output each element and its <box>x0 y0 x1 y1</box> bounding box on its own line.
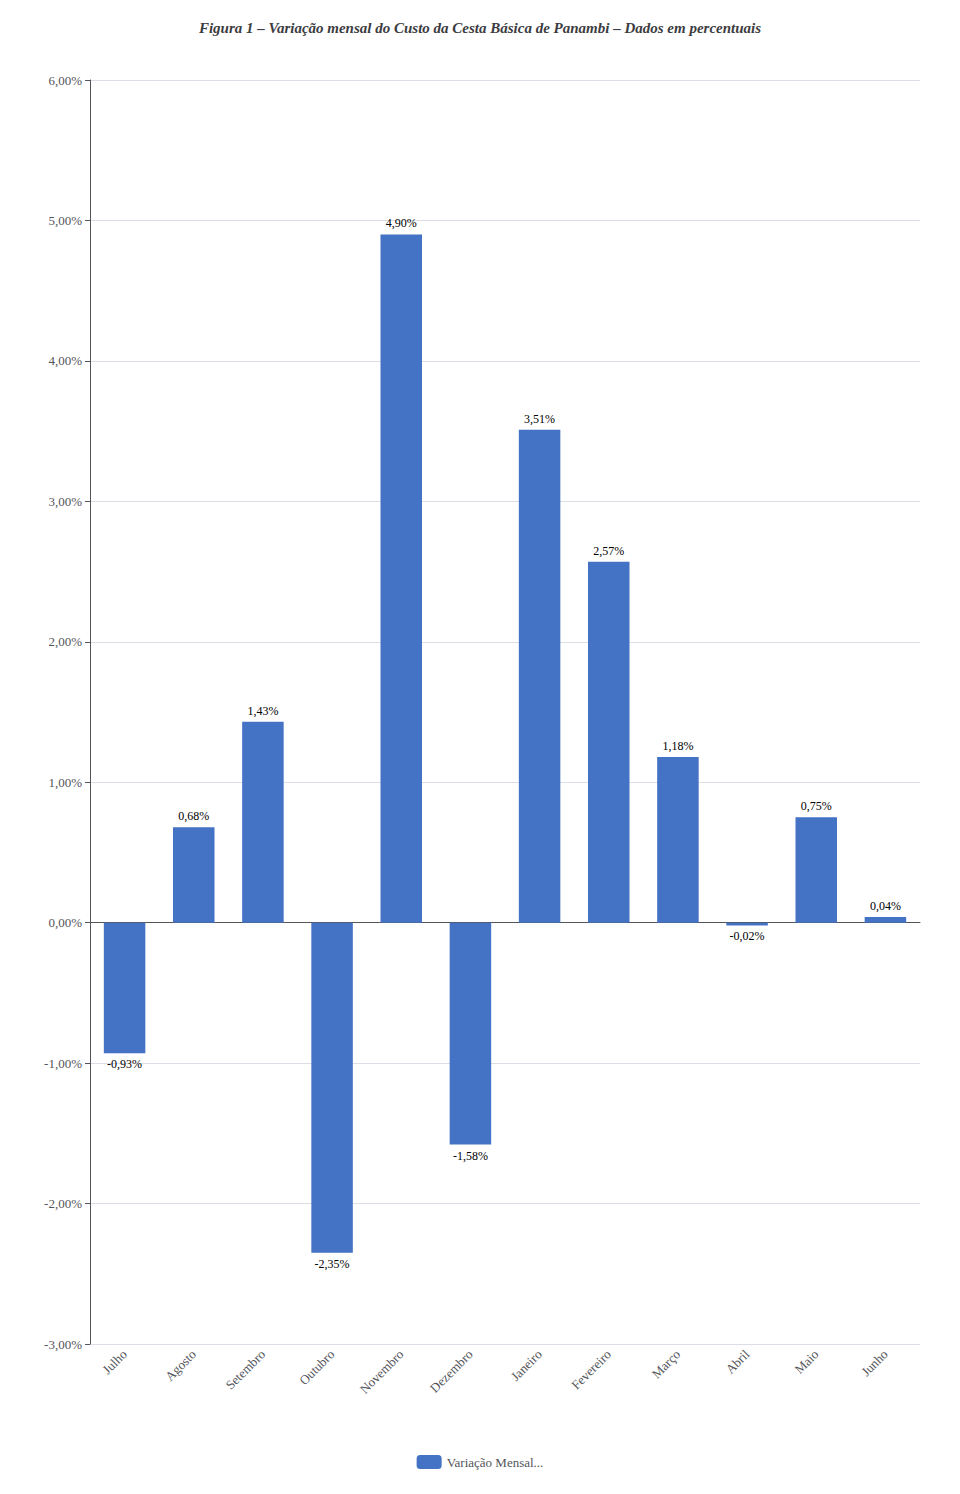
svg-text:Abril: Abril <box>722 1346 752 1376</box>
svg-text:1,00%: 1,00% <box>48 775 82 790</box>
svg-text:3,00%: 3,00% <box>48 494 82 509</box>
svg-text:2,57%: 2,57% <box>593 544 624 558</box>
svg-text:Novembro: Novembro <box>357 1347 407 1397</box>
svg-text:Março: Março <box>649 1347 684 1382</box>
svg-text:-0,02%: -0,02% <box>730 929 765 943</box>
svg-text:-3,00%: -3,00% <box>44 1337 82 1352</box>
svg-text:-2,00%: -2,00% <box>44 1196 82 1211</box>
svg-text:-2,35%: -2,35% <box>315 1257 350 1271</box>
svg-text:1,18%: 1,18% <box>662 739 693 753</box>
svg-text:4,00%: 4,00% <box>48 353 82 368</box>
svg-text:Variação Mensal...: Variação Mensal... <box>447 1455 544 1470</box>
svg-text:0,04%: 0,04% <box>870 899 901 913</box>
svg-text:Julho: Julho <box>99 1347 130 1378</box>
svg-text:0,68%: 0,68% <box>178 809 209 823</box>
svg-text:Junho: Junho <box>858 1347 891 1380</box>
svg-text:1,43%: 1,43% <box>247 704 278 718</box>
svg-text:Figura 1 – Variação mensal do: Figura 1 – Variação mensal do Custo da C… <box>198 20 761 36</box>
svg-text:Maio: Maio <box>792 1347 822 1377</box>
svg-text:0,75%: 0,75% <box>801 799 832 813</box>
svg-text:4,90%: 4,90% <box>386 216 417 230</box>
svg-text:0,00%: 0,00% <box>48 915 82 930</box>
svg-text:Setembro: Setembro <box>222 1347 268 1393</box>
svg-text:Dezembro: Dezembro <box>427 1347 476 1396</box>
svg-text:2,00%: 2,00% <box>48 634 82 649</box>
svg-text:6,00%: 6,00% <box>48 73 82 88</box>
svg-text:5,00%: 5,00% <box>48 213 82 228</box>
svg-text:3,51%: 3,51% <box>524 412 555 426</box>
svg-text:Outubro: Outubro <box>296 1347 337 1388</box>
svg-text:-0,93%: -0,93% <box>107 1057 142 1071</box>
svg-text:-1,58%: -1,58% <box>453 1149 488 1163</box>
svg-text:Fevereiro: Fevereiro <box>568 1347 614 1393</box>
svg-text:-1,00%: -1,00% <box>44 1056 82 1071</box>
svg-text:Agosto: Agosto <box>162 1347 199 1384</box>
svg-text:Janeiro: Janeiro <box>508 1347 545 1384</box>
